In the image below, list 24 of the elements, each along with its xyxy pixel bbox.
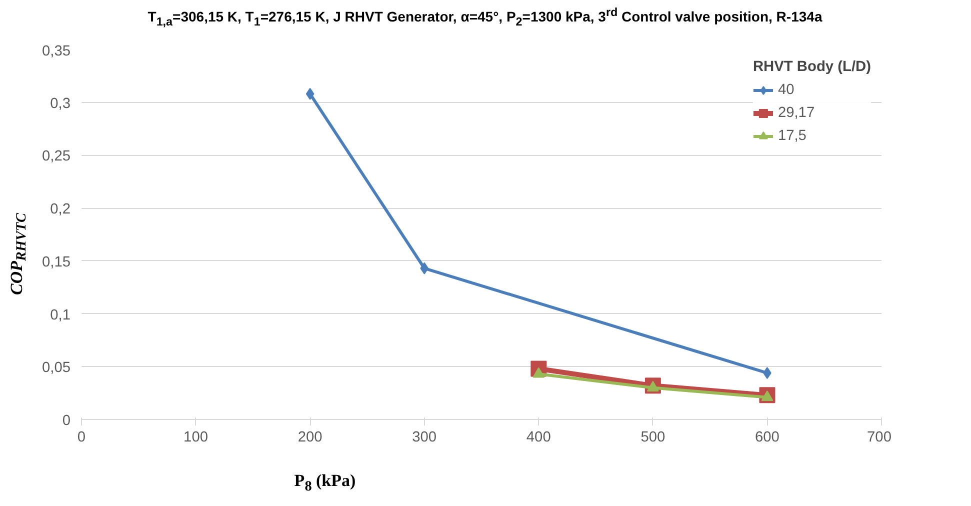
y-tick-label: 0,1 (50, 307, 70, 324)
point (306, 88, 314, 100)
legend-title: RHVT Body (L/D) (752, 59, 871, 75)
point (420, 262, 429, 274)
y-tick-label: 0,05 (42, 360, 71, 376)
y-tick-label: 0,15 (42, 254, 71, 270)
x-axis-title: P$_{8}$ (kPa) (294, 470, 356, 496)
x-tick-label: 300 (412, 430, 437, 446)
x-tick-label: 400 (526, 430, 551, 446)
legend-label: 29,17 (778, 105, 815, 121)
x-tick-label: 100 (184, 430, 208, 446)
legend-label: 40 (778, 82, 796, 98)
legend-label: 17,5 (778, 128, 806, 144)
x-tick-label: 0 (77, 430, 86, 446)
x-tick-label: 500 (640, 430, 666, 446)
x-tick-label: 600 (754, 430, 780, 446)
chart-title: T$_{1,a}$=306,15 K, T$_{1}$=276,15 K, J RHVT Generator, α=45°, P$_{2}$=1300 kPa, 3$^{rd}$ Control valve position, R-134a (148, 6, 822, 28)
x-tick-label: 700 (867, 430, 892, 446)
y-tick-label: 0,25 (42, 148, 71, 165)
y-tick-label: 0 (62, 413, 71, 429)
x-tick-label: 200 (298, 430, 322, 446)
y-tick-label: 0,35 (42, 44, 71, 60)
y-tick-label: 0,3 (50, 96, 70, 112)
y-tick-label: 0,2 (50, 202, 70, 218)
